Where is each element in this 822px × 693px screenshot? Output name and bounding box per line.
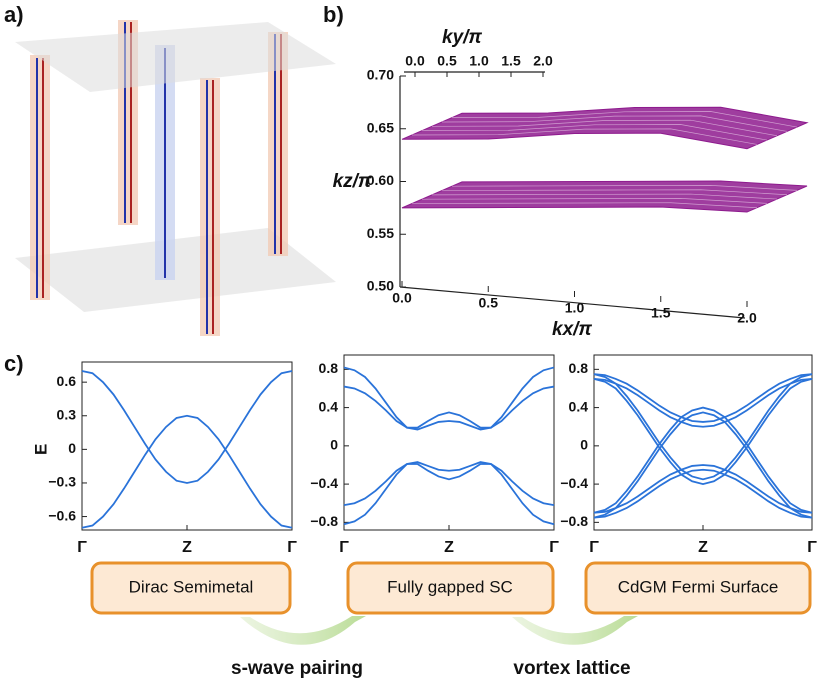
surface-mesh [451,185,798,191]
x-tick-label: Z [182,539,192,556]
z-tick-label: 0.65 [367,119,394,135]
band-line [593,378,813,486]
surface-mesh [441,189,788,196]
band-line [343,463,555,526]
x-tick-label: 1.5 [651,305,671,321]
band-line [593,406,813,514]
surface-mesh [441,115,788,132]
panel-label: c) [4,351,24,376]
band-line [81,414,293,529]
y-tick-label: −0.6 [48,507,76,523]
y-tick-label: −0.4 [310,475,338,491]
y-tick-label: 1.0 [469,53,489,69]
band-line [593,373,813,423]
y-tick-label: −0.4 [560,475,588,491]
surface-mesh [411,128,758,145]
band-line [593,468,813,519]
z-tick-label: 0.55 [367,225,394,241]
band-line [593,464,813,514]
box [90,561,292,615]
surface-mesh [421,124,768,141]
box-label: CdGM Fermi Surface [618,577,779,596]
band-line [593,378,813,428]
y-tick-label: 0 [68,440,76,456]
band-line [593,373,813,481]
vortex-sketch [15,20,336,336]
x-tick-label: 0.5 [479,295,499,311]
x-tick-label: 0.0 [392,290,412,306]
box-label: Dirac Semimetal [129,577,254,596]
y-tick-label: 0 [330,437,338,453]
y-tick-label: 2.0 [533,53,553,69]
x-tick-label: Γ [589,539,599,556]
z-tick-label: 0.70 [367,67,394,83]
band-line [343,461,555,507]
y-tick-label: 0.6 [57,373,77,389]
y-tick-label: −0.3 [48,474,76,490]
x-tick-label: 2.0 [737,310,757,326]
x-tick-label: Γ [287,539,297,556]
x-tick-label: Z [444,539,454,556]
x-tick-label: Γ [549,539,559,556]
surface [401,180,808,213]
axis-label: kx/π [552,319,592,340]
arrow-label: s-wave pairing [231,658,363,679]
z-tick-label: 0.60 [367,172,394,188]
y-tick-label: 0 [580,437,588,453]
z-tick-label: 0.50 [367,278,394,294]
x-tick-label: Γ [339,539,349,556]
y-tick-label: 0.0 [405,53,425,69]
x-tick-label: 1.0 [565,300,585,316]
x-tick-label: Γ [77,539,87,556]
arrow [512,616,638,645]
y-tick-label: 0.4 [569,398,589,414]
arrow-label: vortex lattice [513,658,630,679]
axis-label: kz/π [333,171,372,192]
surface-mesh [431,193,778,200]
band-line [593,411,813,519]
y-axis-label: E [31,444,50,455]
y-tick-label: −0.8 [560,513,588,529]
y-tick-label: 1.5 [501,53,521,69]
box [346,561,555,615]
arrow [240,616,366,645]
y-tick-label: 0.5 [437,53,457,69]
y-tick-label: −0.8 [310,513,338,529]
panel-label: b) [323,2,344,27]
band-line [343,366,555,429]
y-tick-label: 0.8 [319,360,339,376]
surface-mesh [411,202,758,209]
y-tick-label: 0.4 [319,398,339,414]
y-tick-label: 0.3 [57,406,77,422]
box-label: Fully gapped SC [387,577,513,596]
band-line [343,385,555,431]
panel-label: a) [4,2,24,27]
band-line [81,370,293,484]
box [584,561,812,615]
x-tick-label: Z [698,539,708,556]
surface-mesh [421,198,768,204]
surface-mesh [431,119,778,137]
surface-mesh [451,111,798,128]
y-tick-label: 0.8 [569,360,589,376]
x-tick-label: Γ [807,539,817,556]
flow: Dirac Semimetal Fully gapped SC CdGM Fer… [90,561,812,679]
axis-label: ky/π [442,27,482,48]
